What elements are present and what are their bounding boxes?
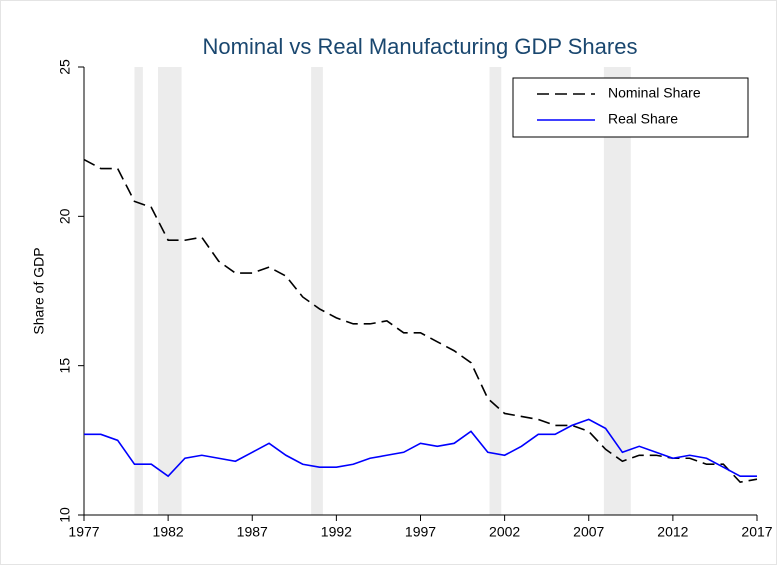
- y-axis-label: Share of GDP: [31, 247, 47, 334]
- shaded-period: [158, 67, 182, 515]
- x-tick-label: 1987: [237, 524, 268, 540]
- x-tick-label: 2002: [489, 524, 520, 540]
- chart-title: Nominal vs Real Manufacturing GDP Shares: [203, 34, 638, 59]
- shaded-period: [311, 67, 323, 515]
- shaded-period: [603, 67, 631, 515]
- x-tick-label: 2007: [573, 524, 604, 540]
- x-tick-label: 1992: [321, 524, 352, 540]
- y-tick-label: 15: [57, 358, 73, 374]
- shaded-period: [489, 67, 502, 515]
- series-line: [83, 158, 758, 484]
- legend-label: Nominal Share: [608, 85, 701, 101]
- series-line: [84, 418, 757, 478]
- y-tick-label: 20: [57, 208, 73, 224]
- x-tick-label: 2017: [741, 524, 772, 540]
- x-tick-label: 1982: [153, 524, 184, 540]
- y-tick-label: 10: [57, 507, 73, 523]
- x-tick-label: 1977: [68, 524, 99, 540]
- y-tick-label: 25: [57, 59, 73, 75]
- legend-box: [512, 77, 749, 138]
- x-tick-label: 2012: [657, 524, 688, 540]
- x-tick-label: 1997: [405, 524, 436, 540]
- shaded-period: [134, 67, 143, 515]
- legend-label: Real Share: [608, 111, 678, 127]
